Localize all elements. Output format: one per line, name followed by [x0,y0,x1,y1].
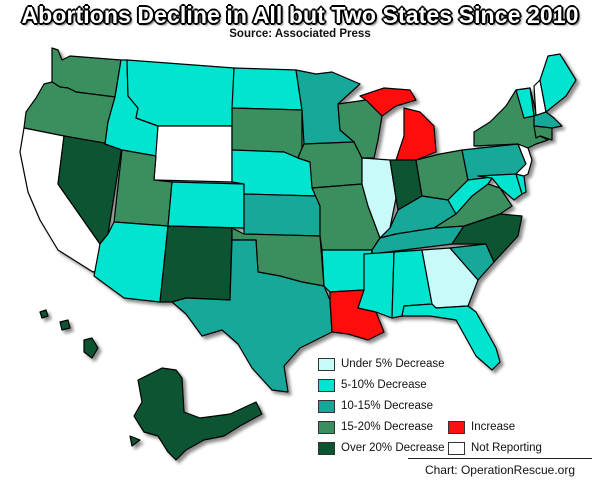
state-NM [159,225,233,303]
state-CT [533,125,553,141]
state-FL [401,303,501,371]
state-MI-upper [359,87,417,117]
state-NJ [515,143,533,177]
legend-label: Over 20% Decrease [341,442,445,454]
map-title: Abortions Decline in All but Two States … [21,2,579,28]
state-MS [357,251,395,319]
legend-label: 10-15% Decrease [341,400,434,412]
legend-swatch [448,420,465,434]
legend-item-over-20: Over 20% Decrease [318,440,445,456]
legend-item-ten-to-15: 10-15% Decrease [318,398,433,414]
state-WY [153,125,233,183]
legend-label: 5-10% Decrease [341,379,427,391]
state-KS [243,193,321,237]
legend-label: Increase [471,421,516,433]
legend-swatch [318,357,335,371]
state-MT [126,59,235,127]
state-ME [539,53,577,113]
state-HI [83,337,99,359]
legend-label: Under 5% Decrease [341,358,445,370]
state-AK [133,367,263,461]
chart-credit: Chart: OperationRescue.org [424,463,576,477]
state-MI [395,107,437,161]
legend-item-increase: Increase [448,419,515,435]
state-HI-oahu [59,319,71,331]
state-CO [167,181,245,229]
credit-divider [408,458,592,459]
state-AK-islands [129,435,141,447]
legend-swatch [318,378,335,392]
legend-swatch [448,441,465,455]
legend-item-fifteen-to-20: 15-20% Decrease [318,419,433,435]
legend-swatch [318,420,335,434]
legend-item-under-5: Under 5% Decrease [318,356,445,372]
legend-label: Not Reporting [471,442,542,454]
legend-item-five-to-10: 5-10% Decrease [318,377,427,393]
state-HI-kauai [39,309,49,319]
legend-swatch [318,441,335,455]
legend: Under 5% Decrease 5-10% Decrease 10-15% De… [318,356,594,460]
state-MA [533,111,563,129]
state-ND [231,67,303,111]
legend-label: 15-20% Decrease [341,421,434,433]
legend-item-not-reporting: Not Reporting [448,440,542,456]
map-subtitle: Source: Associated Press [229,28,371,40]
legend-swatch [318,399,335,413]
state-TX [171,239,333,393]
